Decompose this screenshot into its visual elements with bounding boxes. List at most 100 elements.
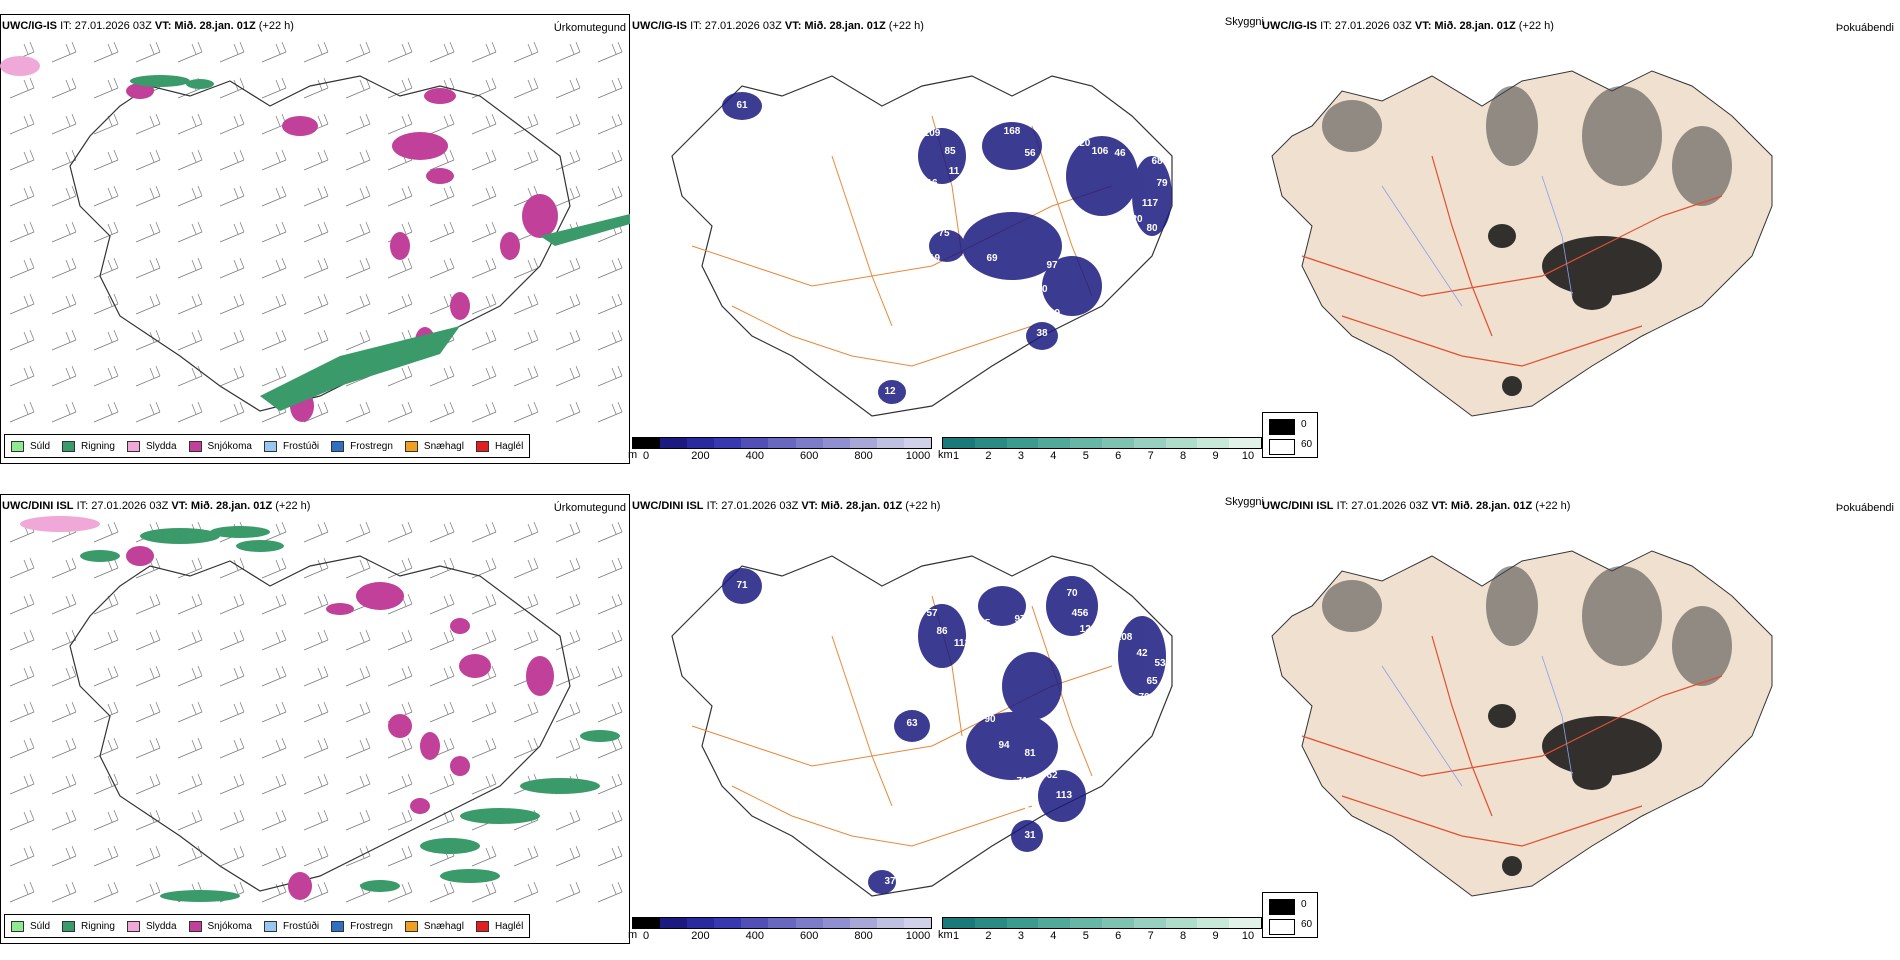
legend-item: Frostregn xyxy=(331,440,393,452)
cloud-base-value: 337 xyxy=(1026,170,1043,181)
cloud-base-visibility-panel: UWC/IG-IS IT: 27.01.2026 03Z VT: Mið. 28… xyxy=(632,10,1264,480)
wind-barb xyxy=(471,41,497,63)
wind-barb xyxy=(513,41,539,63)
wind-barb xyxy=(219,629,245,651)
wind-barb xyxy=(51,365,77,387)
cloud-base-value: 70 xyxy=(1066,588,1078,599)
wind-barb xyxy=(135,701,161,723)
wind-barb xyxy=(555,41,581,63)
sleet-areas xyxy=(0,56,40,76)
legend-item: Snæhagl xyxy=(404,440,464,452)
colorbar-tick: 1000 xyxy=(905,450,931,462)
colorbar-strip xyxy=(632,917,932,929)
cloud-base-value: 86 xyxy=(936,626,948,637)
wind-barb xyxy=(135,881,161,903)
wind-barb xyxy=(51,737,77,759)
wind-barb xyxy=(51,329,77,351)
wind-barb xyxy=(345,773,371,795)
cloud-base-value: 20 xyxy=(1131,214,1143,225)
wind-barb xyxy=(471,773,497,795)
wind-barb xyxy=(387,365,413,387)
colorbar-tick: 6 xyxy=(1115,930,1122,942)
colorbar-segment xyxy=(1101,438,1134,448)
colorbar-tick: 5 xyxy=(1082,450,1089,462)
colorbar-tick: 1 xyxy=(952,930,960,942)
wind-barb xyxy=(93,149,119,171)
cloud-base-value: 24 xyxy=(1041,108,1053,119)
map-frame xyxy=(0,14,630,464)
cloud-base-value: 68 xyxy=(1151,156,1163,167)
colorbar-segment xyxy=(974,438,1007,448)
colorbar-tick: 10 xyxy=(1241,450,1255,462)
visibility-colorbar: 1 2 3 4 5 6 7 8 9 10 km xyxy=(938,917,1262,943)
wind-barb xyxy=(597,185,623,207)
wind-barb xyxy=(303,737,329,759)
valid-time: VT: Mið. 28.jan. 01Z xyxy=(1431,500,1533,512)
wind-barb xyxy=(219,257,245,279)
wind-barb xyxy=(513,881,539,903)
wind-barb xyxy=(303,521,329,543)
wind-barb xyxy=(471,557,497,579)
cloud-base-value: 57 xyxy=(926,608,938,619)
lead-time: (+22 h) xyxy=(888,20,924,32)
low-cloud-areas xyxy=(722,92,1172,404)
wind-barb xyxy=(9,881,35,903)
wind-barb xyxy=(135,365,161,387)
wind-barb xyxy=(471,629,497,651)
colorbar-segment xyxy=(660,438,688,448)
legend-swatch xyxy=(475,440,489,452)
wind-barb xyxy=(387,881,413,903)
model-name: UWC/DINI ISL xyxy=(1262,500,1334,512)
colorbar-segment xyxy=(714,918,742,928)
wind-barb xyxy=(9,77,35,99)
wind-barb xyxy=(597,329,623,351)
fog-legend-low-label: 60 xyxy=(1301,439,1313,450)
legend-swatch xyxy=(404,920,418,932)
wind-barb xyxy=(177,773,203,795)
colorbar-tick: 600 xyxy=(800,450,819,462)
colorbar-tick: 600 xyxy=(800,930,819,942)
wind-barb xyxy=(9,557,35,579)
colorbar-segment xyxy=(687,438,715,448)
legend-label: Frostúði xyxy=(282,920,320,932)
wind-barb xyxy=(429,401,455,423)
wind-barb xyxy=(177,365,203,387)
wind-barb xyxy=(9,329,35,351)
wind-barb xyxy=(51,257,77,279)
wind-barb xyxy=(429,113,455,135)
wind-barb xyxy=(135,773,161,795)
wind-barb xyxy=(219,185,245,207)
colorbar-tick: 800 xyxy=(854,930,873,942)
cloud-base-value: 113 xyxy=(954,638,971,649)
wind-barb xyxy=(51,221,77,243)
fog-indicator-panel: UWC/IG-IS IT: 27.01.2026 03Z VT: Mið. 28… xyxy=(1262,10,1900,480)
rain-areas xyxy=(80,526,620,902)
wind-barb xyxy=(219,773,245,795)
field-title: Skyggni xyxy=(1224,16,1264,28)
colorbar-segment xyxy=(633,438,661,448)
wind-barb xyxy=(471,329,497,351)
wind-barb xyxy=(597,41,623,63)
wind-barb xyxy=(51,77,77,99)
wind-barb xyxy=(471,221,497,243)
wind-barb xyxy=(9,365,35,387)
wind-barb xyxy=(597,401,623,423)
colorbar-ticks: 0 200 400 600 800 1000 xyxy=(632,929,932,943)
colorbar-tick: 4 xyxy=(1050,930,1057,942)
cloud-base-value: 79 xyxy=(1156,178,1168,189)
wind-barb xyxy=(219,113,245,135)
wind-barb xyxy=(597,365,623,387)
wind-barb xyxy=(177,629,203,651)
wind-barb xyxy=(555,77,581,99)
wind-barb xyxy=(555,881,581,903)
wind-barb xyxy=(135,737,161,759)
legend-item: Snjókoma xyxy=(188,440,252,452)
wind-barb xyxy=(345,845,371,867)
cloud-base-value: 209 xyxy=(1064,116,1081,127)
colorbar-segment xyxy=(1070,438,1102,448)
wind-barb xyxy=(429,149,455,171)
colorbar-segment xyxy=(1229,918,1261,928)
wind-barb xyxy=(471,521,497,543)
wind-barb xyxy=(345,41,371,63)
precip-type-panel: UWC/IG-IS IT: 27.01.2026 03Z VT: Mið. 28… xyxy=(0,10,632,480)
